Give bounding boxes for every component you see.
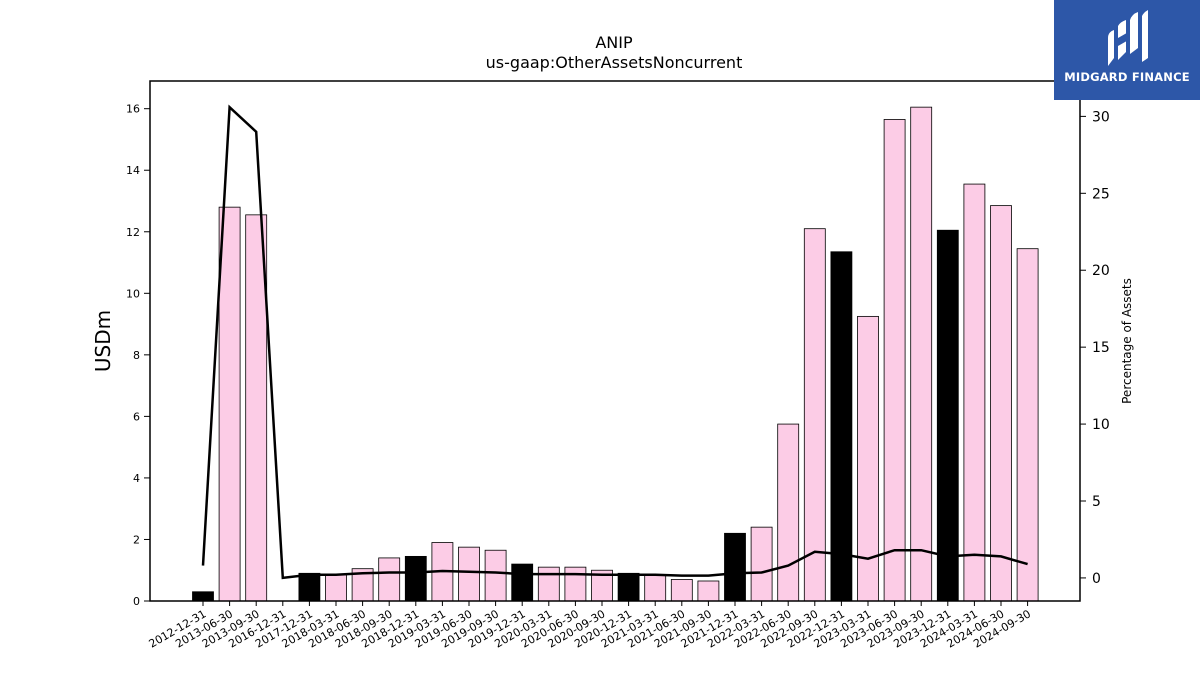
plot-frame: [149, 80, 1081, 602]
bar-2012-12-31: [192, 591, 214, 602]
bar-2022-03-31: [750, 526, 773, 602]
y-tick-label: 14: [126, 164, 140, 177]
chart-subtitle: us-gaap:OtherAssetsNoncurrent: [486, 53, 743, 72]
bar-2019-06-30: [458, 546, 480, 602]
x-axis: 2012-12-312013-06-302013-09-302016-12-31…: [147, 601, 1033, 651]
midgard-logo-icon: [1108, 10, 1148, 66]
bar-2020-03-31: [537, 566, 560, 602]
bar-2018-12-31: [404, 555, 427, 602]
bar-2023-06-30: [883, 119, 906, 602]
bar-2024-06-30: [990, 205, 1012, 602]
y-axis-right: 0 5 10 15 20 25 30: [1080, 109, 1110, 587]
bar-2018-09-30: [378, 557, 401, 602]
bar-2021-06-30: [670, 579, 693, 602]
bar-2021-09-30: [697, 580, 720, 602]
brand-logo: MIDGARD FINANCE: [1054, 0, 1200, 100]
bar-2019-12-31: [511, 563, 534, 602]
y-axis-left: 0 2 4 6 8 10 12 14 16: [126, 103, 150, 608]
y2-axis-label: Percentage of Assets: [1120, 278, 1134, 404]
y-tick-label: 12: [126, 226, 140, 239]
y2-tick-label: 10: [1092, 417, 1110, 433]
y2-tick-label: 30: [1092, 109, 1110, 125]
bar-2023-12-31: [936, 229, 959, 602]
bar-2022-09-30: [803, 228, 826, 602]
y-tick-label: 6: [133, 410, 140, 423]
y2-tick-label: 25: [1092, 186, 1110, 202]
y-axis-label: USDm: [91, 310, 115, 372]
bar-2024-03-31: [963, 183, 986, 602]
bar-2023-09-30: [910, 106, 933, 602]
bar-2020-06-30: [564, 566, 587, 602]
bar-2022-06-30: [777, 423, 800, 602]
y2-tick-label: 5: [1092, 494, 1101, 510]
y-tick-label: 4: [133, 472, 140, 485]
y-tick-label: 2: [133, 533, 140, 546]
bar-2020-12-31: [617, 572, 640, 602]
y-tick-label: 16: [126, 103, 140, 116]
bar-2019-09-30: [484, 549, 507, 602]
percentage-of-assets-line: [201, 104, 1028, 580]
y-tick-label: 0: [133, 595, 140, 608]
brand-name: MIDGARD FINANCE: [1064, 70, 1190, 84]
chart-title: ANIP: [595, 33, 633, 52]
bar-2022-12-31: [830, 251, 853, 602]
bar-2024-09-30: [1016, 248, 1039, 602]
y-tick-label: 10: [126, 287, 140, 300]
y-tick-label: 8: [133, 349, 140, 362]
bar-2021-12-31: [724, 532, 746, 602]
y2-tick-label: 15: [1092, 340, 1110, 356]
y2-tick-label: 0: [1092, 571, 1101, 587]
y2-tick-label: 20: [1092, 263, 1110, 279]
bar-2021-03-31: [644, 574, 667, 602]
bar-2017-12-31: [298, 572, 321, 602]
bars-group: [192, 106, 1039, 602]
bar-2013-06-30: [218, 206, 241, 602]
bar-2018-03-31: [325, 574, 347, 602]
